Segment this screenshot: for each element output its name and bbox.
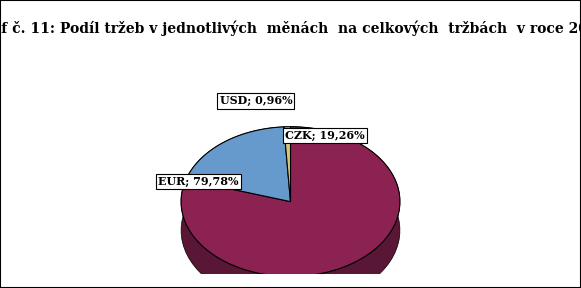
Polygon shape	[181, 127, 400, 288]
Polygon shape	[181, 127, 400, 276]
Polygon shape	[284, 127, 290, 156]
Polygon shape	[284, 127, 290, 202]
Text: CZK; 19,26%: CZK; 19,26%	[285, 130, 365, 141]
Text: USD; 0,96%: USD; 0,96%	[220, 95, 292, 106]
Polygon shape	[186, 127, 284, 208]
Text: EUR; 79,78%: EUR; 79,78%	[158, 176, 239, 187]
Polygon shape	[186, 127, 290, 202]
Text: Graf č. 11: Podíl tržeb v jednotlivých  měnách  na celkových  tržbách  v roce 20: Graf č. 11: Podíl tržeb v jednotlivých m…	[0, 20, 581, 36]
